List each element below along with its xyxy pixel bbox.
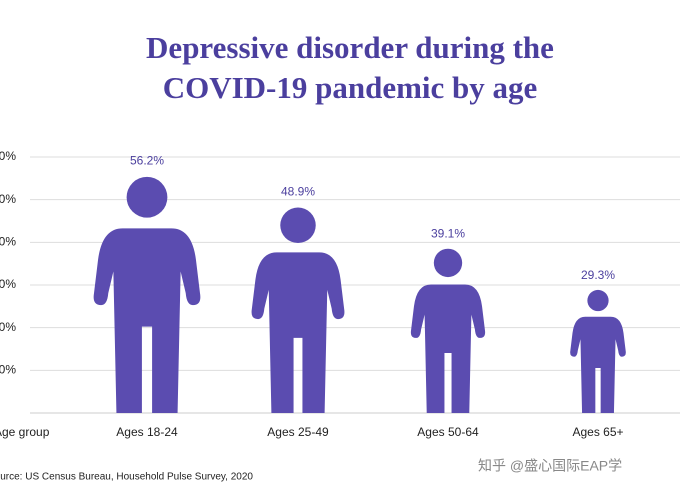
watermark: 知乎 @盛心国际EAP学 <box>478 458 622 474</box>
x-tick-label: Ages 65+ <box>572 425 623 439</box>
y-tick-label: 60% <box>0 149 16 163</box>
person-figure <box>93 176 201 413</box>
person-body <box>410 284 486 413</box>
y-tick-label: 40% <box>0 235 16 249</box>
chart-title: Depressive disorder during the COVID-19 … <box>146 30 554 105</box>
value-label: 48.9% <box>281 185 315 199</box>
value-label: 56.2% <box>130 153 164 167</box>
x-tick-label: Ages 25-49 <box>267 425 329 439</box>
person-head <box>433 248 463 278</box>
person-head <box>126 176 168 218</box>
person-body <box>93 228 201 413</box>
person-figure <box>570 289 626 413</box>
value-label: 29.3% <box>581 268 615 282</box>
person-head <box>587 289 609 312</box>
y-tick-label: 50% <box>0 192 16 206</box>
x-axis-label: Age group <box>0 425 50 439</box>
person-body <box>251 252 345 413</box>
x-tick-label: Ages 50-64 <box>417 425 479 439</box>
y-tick-label: 20% <box>0 320 16 334</box>
y-tick-label: 30% <box>0 277 16 291</box>
person-figure <box>251 207 345 413</box>
value-label: 39.1% <box>431 226 465 240</box>
y-tick-label: 10% <box>0 363 16 377</box>
person-body <box>570 316 626 413</box>
person-figure <box>410 248 486 413</box>
person-head <box>280 207 316 244</box>
source: Source: US Census Bureau, Household Puls… <box>0 472 253 483</box>
x-tick-label: Ages 18-24 <box>116 425 178 439</box>
